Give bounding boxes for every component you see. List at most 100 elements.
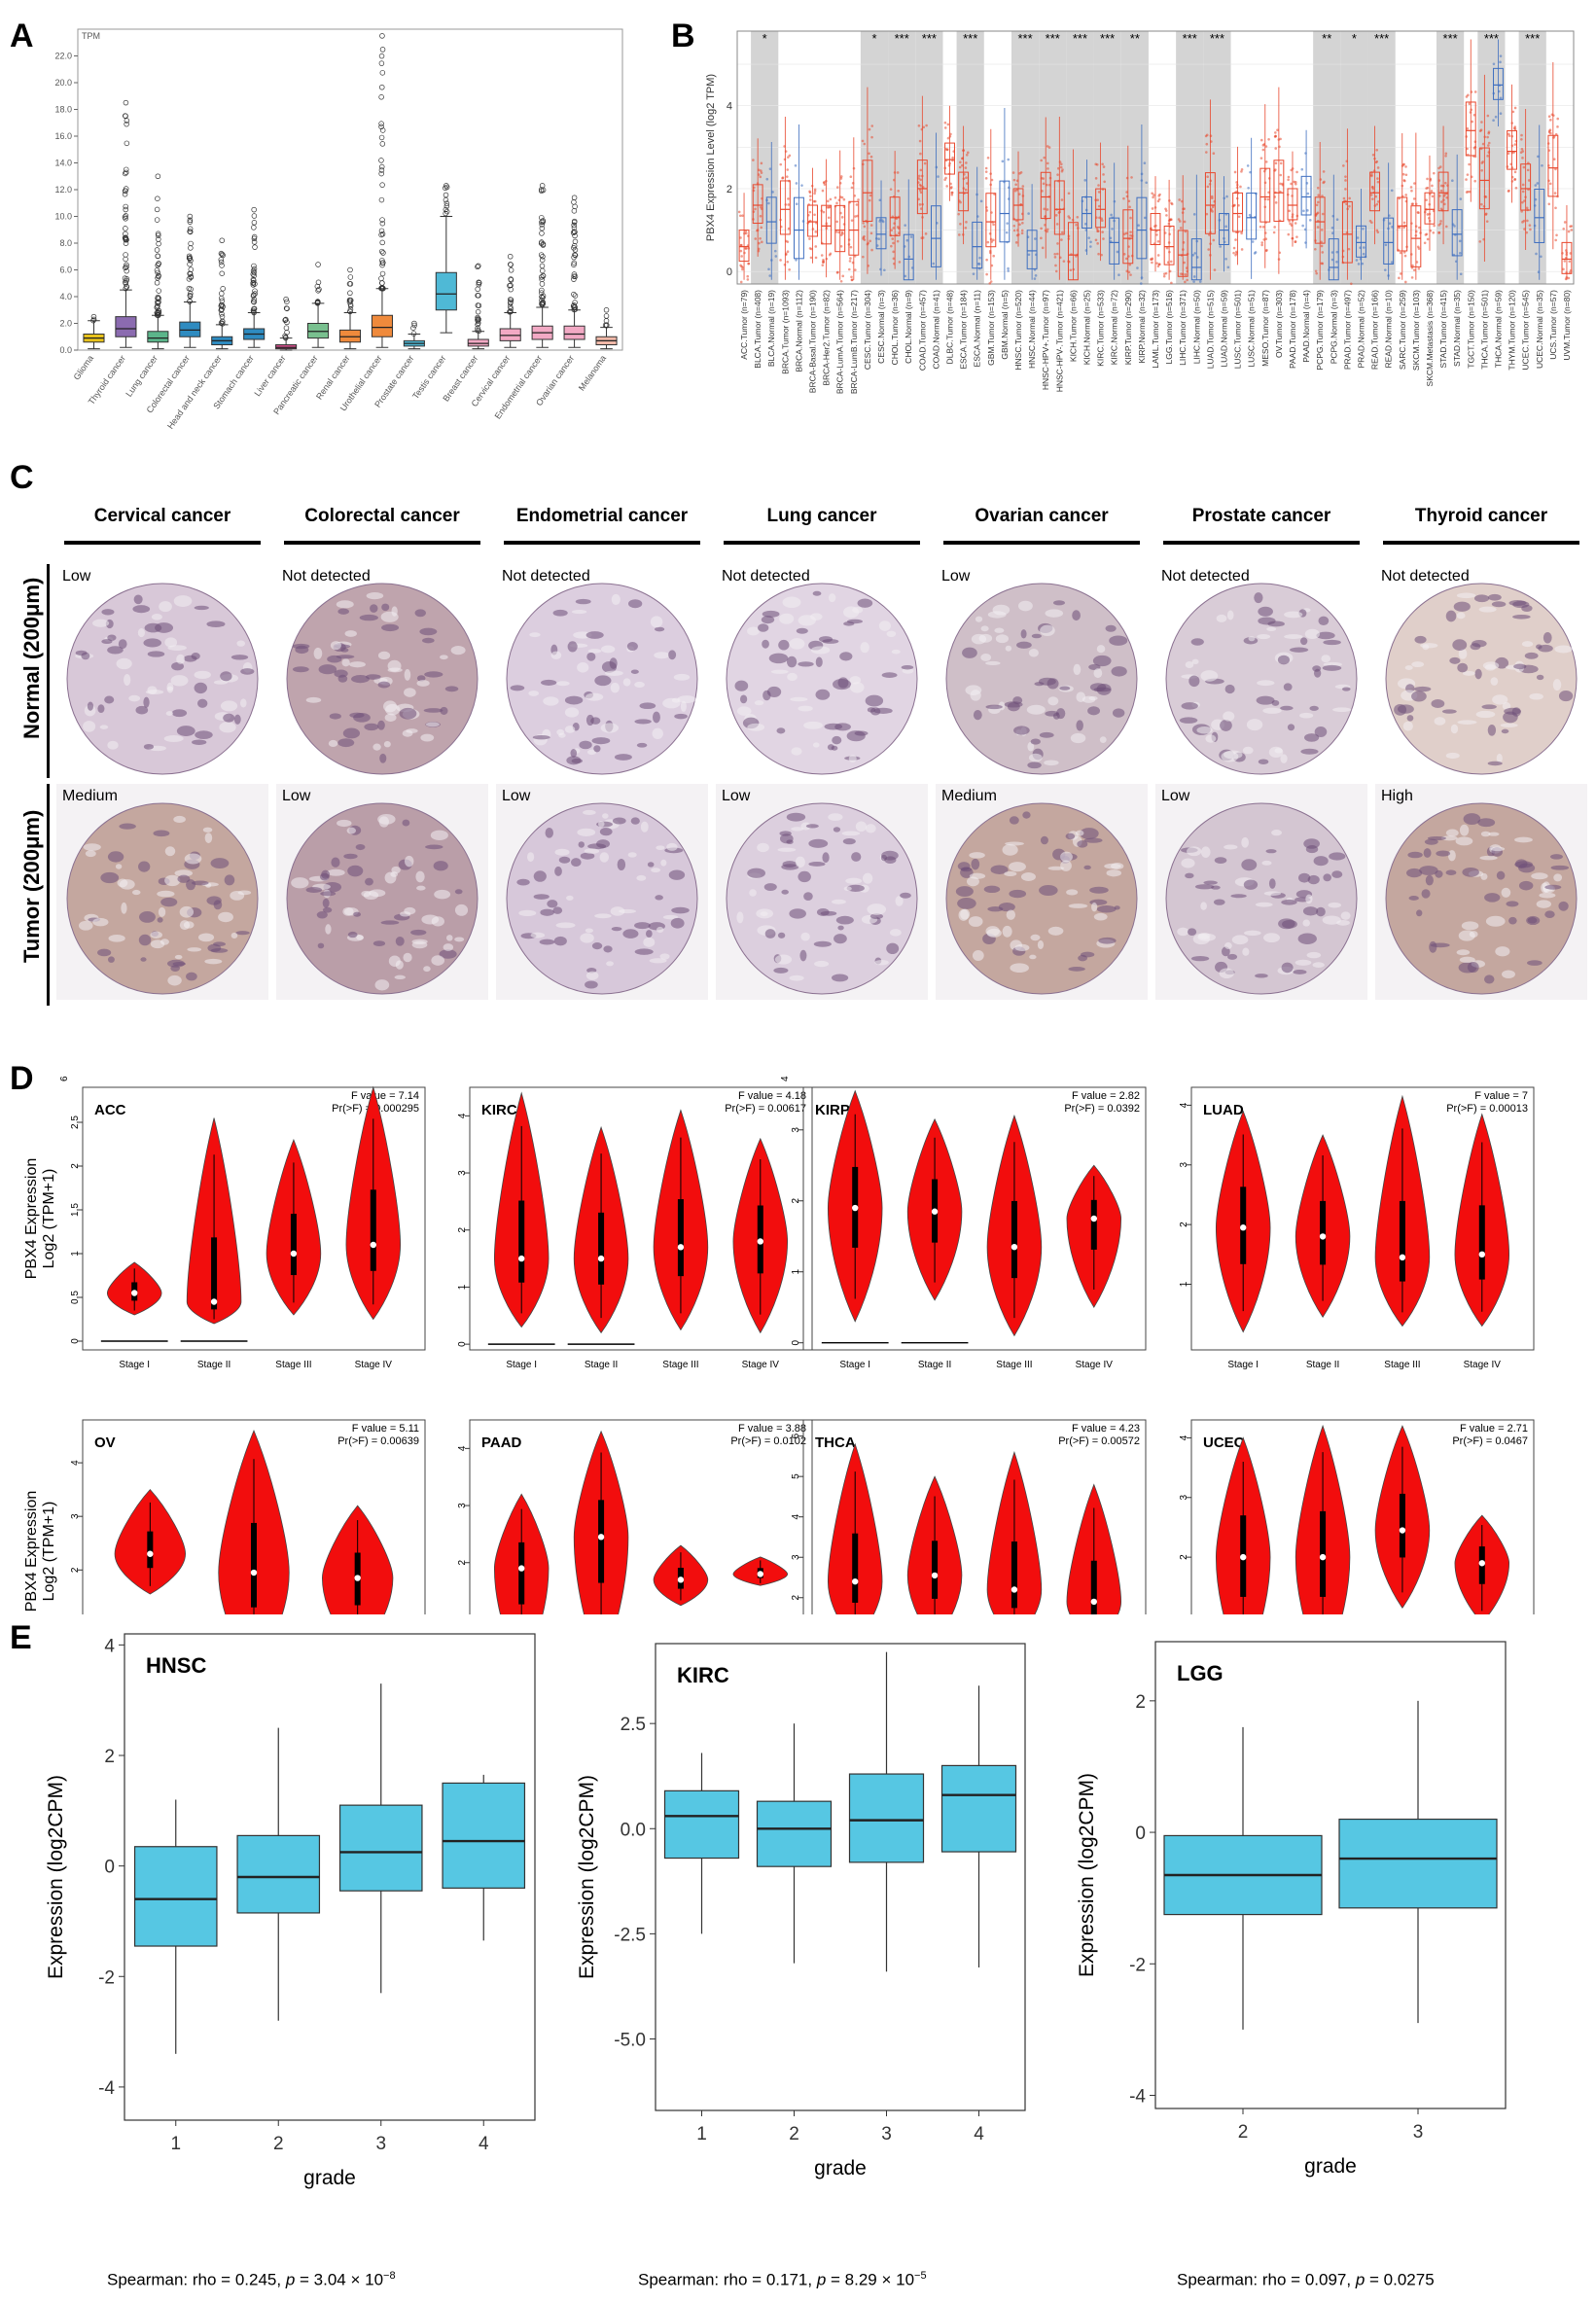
tissue-texture bbox=[1230, 894, 1247, 899]
tissue-texture bbox=[157, 890, 175, 898]
row-label-tumor: Tumor (200μm) bbox=[19, 809, 44, 963]
tissue-texture bbox=[1420, 643, 1438, 649]
data-point bbox=[965, 182, 969, 185]
outlier-point bbox=[90, 313, 97, 320]
tissue-texture bbox=[1111, 666, 1127, 677]
plot-frame bbox=[469, 1086, 813, 1351]
data-point bbox=[1308, 219, 1312, 222]
data-point bbox=[739, 264, 742, 267]
data-point bbox=[896, 239, 900, 243]
x-tick-label: Stage I bbox=[1227, 1360, 1259, 1370]
data-point bbox=[741, 267, 744, 271]
data-point bbox=[904, 274, 907, 278]
box bbox=[958, 171, 970, 212]
data-point bbox=[857, 198, 860, 201]
data-point bbox=[919, 178, 922, 182]
box bbox=[821, 204, 833, 245]
data-point bbox=[1192, 213, 1196, 216]
violin-median bbox=[1240, 1553, 1247, 1561]
violin-median bbox=[757, 1238, 763, 1245]
violin-median bbox=[757, 1571, 763, 1577]
tissue-texture bbox=[652, 727, 663, 739]
box bbox=[115, 316, 137, 337]
tissue-texture bbox=[1076, 720, 1083, 731]
violin-median bbox=[677, 1577, 685, 1583]
data-point bbox=[1014, 241, 1018, 244]
data-point bbox=[1211, 196, 1214, 200]
tissue-texture bbox=[194, 670, 211, 680]
data-point bbox=[862, 221, 865, 225]
tissue-texture bbox=[140, 957, 147, 962]
x-tick-label: STAD.Normal (n=35) bbox=[1452, 290, 1462, 367]
significance-band bbox=[1120, 31, 1149, 284]
data-point bbox=[1125, 257, 1128, 261]
data-point bbox=[840, 230, 844, 234]
data-point bbox=[1046, 230, 1049, 233]
y-tick-label: 0 bbox=[457, 1341, 468, 1347]
tissue-texture bbox=[1554, 645, 1573, 654]
tissue-texture bbox=[1512, 615, 1531, 620]
tissue-texture bbox=[1487, 761, 1503, 766]
outlier-point bbox=[123, 186, 129, 192]
x-tick-label: Stage II bbox=[197, 1360, 231, 1370]
data-point bbox=[1261, 226, 1265, 229]
data-point bbox=[1555, 233, 1558, 237]
data-point bbox=[1183, 207, 1186, 210]
outlier-point bbox=[123, 256, 128, 263]
data-point bbox=[1369, 194, 1373, 196]
staining-level-label: Medium bbox=[941, 788, 997, 804]
outlier-point bbox=[187, 229, 193, 234]
significance-label: *** bbox=[1374, 31, 1389, 46]
data-point bbox=[951, 156, 954, 159]
data-point bbox=[1129, 216, 1132, 220]
data-point bbox=[835, 220, 838, 224]
tissue-texture bbox=[865, 694, 884, 707]
tissue-texture bbox=[552, 609, 568, 617]
tissue-texture bbox=[790, 696, 808, 702]
tissue-texture bbox=[1257, 633, 1271, 640]
significance-band bbox=[956, 31, 984, 284]
tissue-texture bbox=[174, 869, 194, 877]
tissue-texture bbox=[1480, 872, 1488, 880]
data-point bbox=[1432, 231, 1436, 234]
outlier-point bbox=[571, 225, 578, 230]
box bbox=[940, 1764, 1017, 1853]
tissue-texture bbox=[776, 727, 786, 734]
data-point bbox=[1096, 198, 1100, 201]
data-point bbox=[1535, 252, 1538, 256]
tissue-texture bbox=[1020, 872, 1036, 881]
tissue-texture bbox=[1544, 884, 1562, 890]
tissue-texture bbox=[1020, 629, 1027, 639]
data-point bbox=[787, 227, 791, 230]
tissue-texture bbox=[387, 659, 402, 672]
outlier-point bbox=[187, 256, 193, 262]
data-point bbox=[1288, 220, 1291, 223]
tissue-texture bbox=[419, 627, 438, 636]
outlier-point bbox=[539, 222, 545, 228]
tissue-texture bbox=[610, 682, 620, 693]
outlier-point bbox=[315, 288, 321, 294]
tissue-texture bbox=[1491, 601, 1507, 608]
data-point bbox=[1206, 175, 1209, 178]
data-point bbox=[800, 184, 803, 187]
data-point bbox=[1020, 229, 1024, 232]
outlier-point bbox=[380, 250, 386, 256]
column-header: Colorectal cancer bbox=[304, 506, 460, 526]
tissue-core bbox=[1385, 583, 1578, 775]
data-point bbox=[1054, 214, 1058, 217]
data-point bbox=[1443, 202, 1446, 206]
outlier-point bbox=[251, 233, 258, 240]
data-point bbox=[896, 171, 900, 174]
data-point bbox=[1344, 188, 1347, 191]
tissue-texture bbox=[231, 655, 249, 660]
data-point bbox=[1155, 233, 1158, 236]
plot-frame bbox=[802, 1086, 1147, 1351]
tissue-texture bbox=[145, 690, 164, 694]
x-tick-label: HNSC.Normal (n=44) bbox=[1027, 290, 1037, 369]
outlier-point bbox=[218, 250, 225, 257]
tissue-texture bbox=[1075, 830, 1084, 836]
data-point bbox=[1017, 193, 1021, 195]
tissue-texture bbox=[1481, 704, 1497, 710]
outlier-point bbox=[476, 281, 482, 288]
